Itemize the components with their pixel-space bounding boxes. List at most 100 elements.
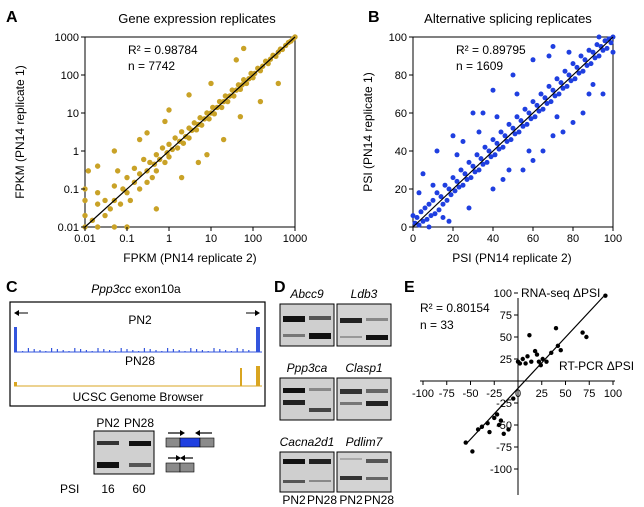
data-point bbox=[454, 178, 460, 184]
data-point bbox=[540, 148, 546, 154]
y-tick-label: 0.1 bbox=[64, 184, 79, 196]
gel-band bbox=[366, 459, 388, 463]
data-point bbox=[527, 333, 532, 338]
data-point bbox=[144, 179, 150, 186]
data-point bbox=[222, 93, 229, 99]
y-tick-label: -100 bbox=[490, 464, 512, 476]
data-point bbox=[546, 83, 552, 89]
primer-reverse-head bbox=[195, 430, 200, 436]
y-tick-label: 20 bbox=[395, 184, 407, 196]
data-point bbox=[210, 104, 216, 111]
y-tick-label: 1000 bbox=[55, 32, 79, 44]
data-point bbox=[446, 218, 452, 224]
y-tick-label: 80 bbox=[395, 70, 407, 82]
data-point bbox=[492, 415, 497, 421]
panel-a-xlabel: FPKM (PN14 replicate 2) bbox=[123, 251, 256, 265]
data-point bbox=[530, 57, 536, 63]
gel-lane-pn2: PN2 bbox=[96, 416, 120, 430]
gel-band bbox=[283, 480, 305, 483]
data-point bbox=[520, 167, 526, 173]
data-point bbox=[538, 91, 544, 97]
gel-gene-label: Cacna2d1 bbox=[280, 435, 335, 449]
x-tick-label: 20 bbox=[447, 233, 459, 245]
data-point bbox=[570, 61, 576, 67]
gel-band bbox=[283, 316, 305, 322]
panel-b-ylabel: PSI (PN14 replicate 1) bbox=[361, 72, 375, 191]
gel-lane-label: PN2 bbox=[282, 493, 306, 507]
data-point bbox=[422, 205, 428, 211]
data-point bbox=[482, 144, 488, 150]
data-point bbox=[524, 121, 530, 127]
data-point bbox=[490, 186, 496, 192]
data-point bbox=[578, 53, 584, 59]
data-point bbox=[450, 133, 456, 139]
data-point bbox=[111, 148, 118, 154]
browser-frame bbox=[9, 301, 266, 407]
data-point bbox=[136, 186, 143, 192]
coverage-peak bbox=[14, 382, 17, 386]
coverage-bar bbox=[248, 350, 250, 352]
data-point bbox=[193, 127, 200, 133]
y-tick-label: 100 bbox=[494, 288, 512, 300]
coverage-bar bbox=[178, 350, 180, 352]
gel-image bbox=[279, 451, 335, 493]
data-point bbox=[198, 122, 205, 128]
track-pn2 bbox=[14, 327, 260, 352]
coverage-bar bbox=[172, 349, 174, 352]
data-point bbox=[534, 102, 540, 108]
x-tick-label: 100 bbox=[604, 233, 622, 245]
data-point bbox=[592, 55, 598, 61]
data-point bbox=[544, 359, 549, 364]
gel-band bbox=[97, 462, 119, 468]
panel-a-title: Gene expression replicates bbox=[118, 11, 276, 26]
data-point bbox=[141, 156, 147, 163]
data-point bbox=[474, 152, 480, 158]
track-pn2-label: PN2 bbox=[128, 313, 152, 327]
data-point bbox=[486, 148, 492, 154]
panel-c-gene: Ppp3cc bbox=[91, 282, 131, 296]
y-tick-label: 10 bbox=[67, 108, 79, 120]
data-point bbox=[476, 167, 482, 173]
data-point bbox=[186, 92, 192, 98]
data-point bbox=[580, 68, 586, 74]
gel-band bbox=[366, 389, 388, 393]
data-point bbox=[520, 356, 525, 362]
panel-e-letter: E bbox=[404, 279, 415, 296]
data-point bbox=[550, 133, 556, 139]
data-point bbox=[566, 49, 572, 55]
data-point bbox=[464, 177, 470, 182]
data-point bbox=[420, 171, 426, 177]
data-point bbox=[550, 87, 556, 93]
data-point bbox=[500, 177, 506, 182]
data-point bbox=[416, 190, 422, 196]
data-point bbox=[468, 175, 474, 181]
data-point bbox=[136, 136, 143, 143]
left-arrowhead-icon bbox=[14, 310, 19, 316]
data-point bbox=[532, 348, 538, 354]
coverage-bar bbox=[74, 348, 76, 352]
data-point bbox=[127, 197, 134, 204]
data-point bbox=[542, 95, 548, 101]
x-tick-label: 10 bbox=[205, 233, 217, 245]
coverage-bar bbox=[39, 350, 41, 352]
data-point bbox=[594, 42, 600, 48]
gel-lane-pn28: PN28 bbox=[124, 416, 154, 430]
data-point bbox=[178, 174, 185, 181]
data-point bbox=[494, 140, 500, 146]
panel-a: A Gene expression replicates 0.010.01 0.1… bbox=[6, 9, 307, 265]
data-point bbox=[480, 110, 486, 116]
data-point bbox=[508, 137, 514, 143]
gel-band bbox=[309, 316, 331, 320]
data-point bbox=[576, 70, 582, 76]
gel-band bbox=[309, 333, 331, 339]
x-tick-label: 0.01 bbox=[74, 233, 95, 245]
x-tick-label: 25 bbox=[536, 388, 548, 400]
psi-pn2: 16 bbox=[101, 482, 115, 496]
panel-a-ticks: 0.010.01 0.1 0.1 1 1 10 10 100 100 1000 1000 bbox=[55, 32, 308, 245]
data-point bbox=[510, 125, 516, 131]
coverage-bar bbox=[51, 348, 53, 352]
data-point bbox=[107, 206, 113, 212]
data-point bbox=[554, 76, 560, 82]
data-point bbox=[529, 359, 534, 364]
